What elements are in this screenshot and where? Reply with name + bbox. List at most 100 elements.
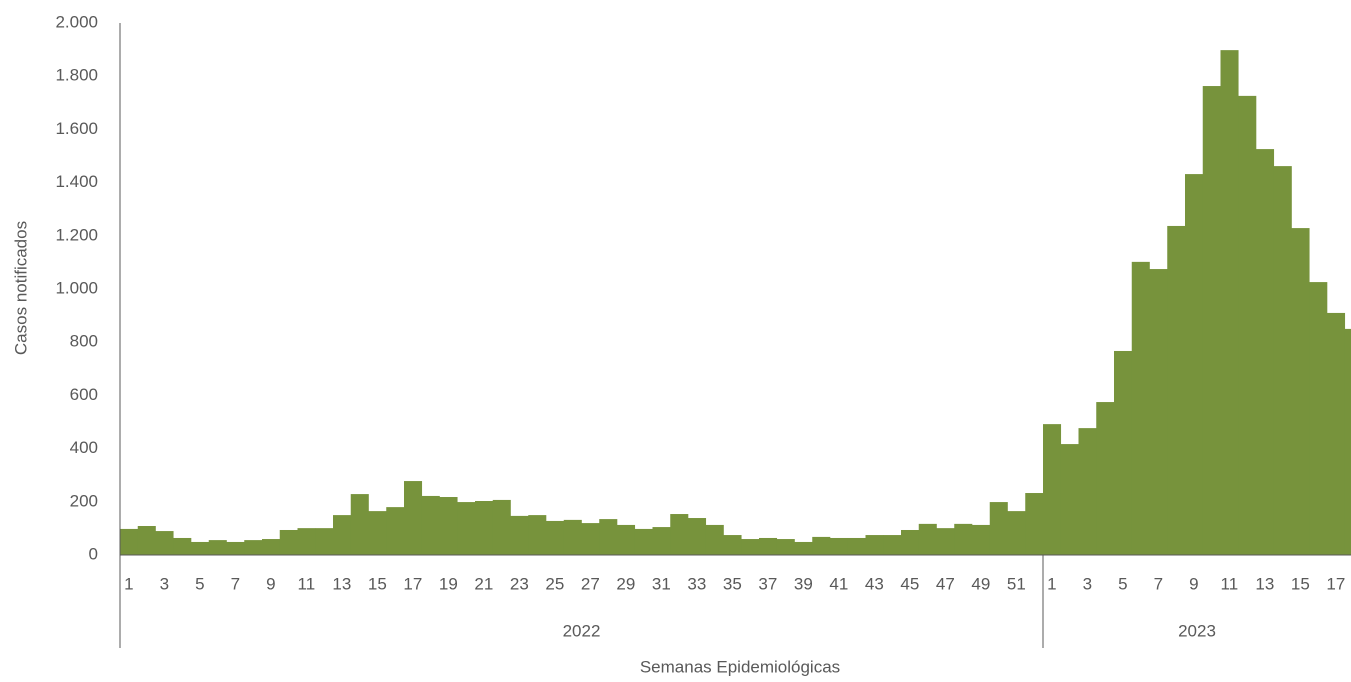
bar — [759, 537, 778, 555]
y-tick-label: 800 — [70, 332, 98, 351]
group-label: 2022 — [563, 621, 601, 640]
bar — [688, 518, 707, 555]
bar — [1238, 95, 1257, 555]
bar — [226, 541, 245, 555]
x-tick-label: 23 — [510, 574, 529, 593]
bar — [208, 540, 227, 555]
x-tick-label: 37 — [758, 574, 777, 593]
bar — [1344, 328, 1351, 555]
bar — [581, 523, 600, 555]
bar — [297, 528, 316, 555]
x-tick-label: 11 — [1221, 574, 1239, 593]
x-tick-label: 17 — [1326, 574, 1345, 593]
x-tick-label: 21 — [474, 574, 493, 593]
bar — [137, 526, 156, 555]
x-tick-label: 9 — [1189, 574, 1198, 593]
bar — [1167, 225, 1186, 555]
bar — [972, 524, 991, 555]
bar — [315, 528, 334, 555]
x-tick-label: 3 — [1083, 574, 1092, 593]
bar — [865, 535, 884, 555]
x-tick-label: 47 — [936, 574, 955, 593]
bar — [1025, 493, 1044, 555]
y-tick-label: 200 — [70, 491, 98, 510]
bar — [1256, 149, 1275, 556]
x-tick-label: 13 — [1255, 574, 1274, 593]
bar — [368, 511, 387, 555]
bar — [812, 536, 831, 555]
x-tick-label: 27 — [581, 574, 600, 593]
bar — [120, 528, 139, 555]
x-axis-label: Semanas Epidemiológicas — [640, 657, 840, 676]
y-tick-label: 1.600 — [55, 119, 98, 138]
y-tick-label: 0 — [89, 544, 98, 563]
bar — [1309, 282, 1328, 555]
x-tick-label: 1 — [124, 574, 133, 593]
bar — [1202, 86, 1221, 556]
x-tick-label: 1 — [1047, 574, 1056, 593]
bar — [1291, 228, 1310, 555]
bar — [1060, 444, 1079, 555]
bar — [1220, 50, 1239, 556]
bar — [1149, 269, 1168, 555]
x-tick-label: 45 — [900, 574, 919, 593]
bar — [492, 499, 511, 555]
bar — [404, 481, 423, 555]
x-tick-label: 29 — [616, 574, 635, 593]
bar — [1327, 312, 1346, 555]
bar — [191, 541, 210, 555]
bar — [386, 507, 405, 555]
bar — [847, 537, 866, 555]
y-tick-label: 1.400 — [55, 172, 98, 191]
bar — [279, 529, 298, 555]
bar — [350, 494, 369, 555]
bar — [333, 515, 352, 555]
bar — [936, 528, 955, 555]
group-label: 2023 — [1178, 621, 1216, 640]
x-tick-label: 17 — [403, 574, 422, 593]
x-tick-label: 9 — [266, 574, 275, 593]
bar — [546, 520, 565, 555]
bar — [262, 539, 281, 555]
bar — [173, 537, 192, 555]
bar — [1273, 166, 1292, 555]
bar — [670, 514, 689, 555]
y-tick-label: 2.000 — [55, 12, 98, 31]
bar — [528, 515, 547, 555]
bar — [617, 524, 636, 555]
bar — [1043, 424, 1062, 555]
x-tick-label: 7 — [231, 574, 240, 593]
bar — [634, 528, 653, 555]
bar — [510, 515, 529, 555]
bar — [599, 519, 618, 555]
bar — [652, 527, 671, 555]
x-tick-label: 19 — [439, 574, 458, 593]
x-tick-label: 33 — [687, 574, 706, 593]
bar — [901, 529, 920, 555]
bar — [776, 539, 795, 555]
bar — [705, 524, 724, 555]
y-tick-label: 600 — [70, 385, 98, 404]
bar — [439, 497, 458, 555]
x-tick-label: 31 — [652, 574, 671, 593]
bar — [475, 501, 494, 555]
bar — [155, 531, 174, 555]
bar — [954, 523, 973, 555]
bar — [830, 537, 849, 555]
y-tick-label: 400 — [70, 438, 98, 457]
bar — [244, 540, 263, 555]
y-axis-label: Casos notificados — [11, 221, 30, 355]
bar — [1131, 261, 1150, 555]
x-tick-label: 39 — [794, 574, 813, 593]
x-tick-label: 25 — [545, 574, 564, 593]
bar — [563, 519, 582, 555]
bar — [421, 495, 440, 555]
x-tick-label: 15 — [368, 574, 387, 593]
y-tick-label: 1.200 — [55, 225, 98, 244]
x-tick-label: 35 — [723, 574, 742, 593]
bar — [918, 523, 937, 555]
bar — [883, 535, 902, 555]
x-tick-label: 49 — [971, 574, 990, 593]
bar — [457, 502, 476, 555]
